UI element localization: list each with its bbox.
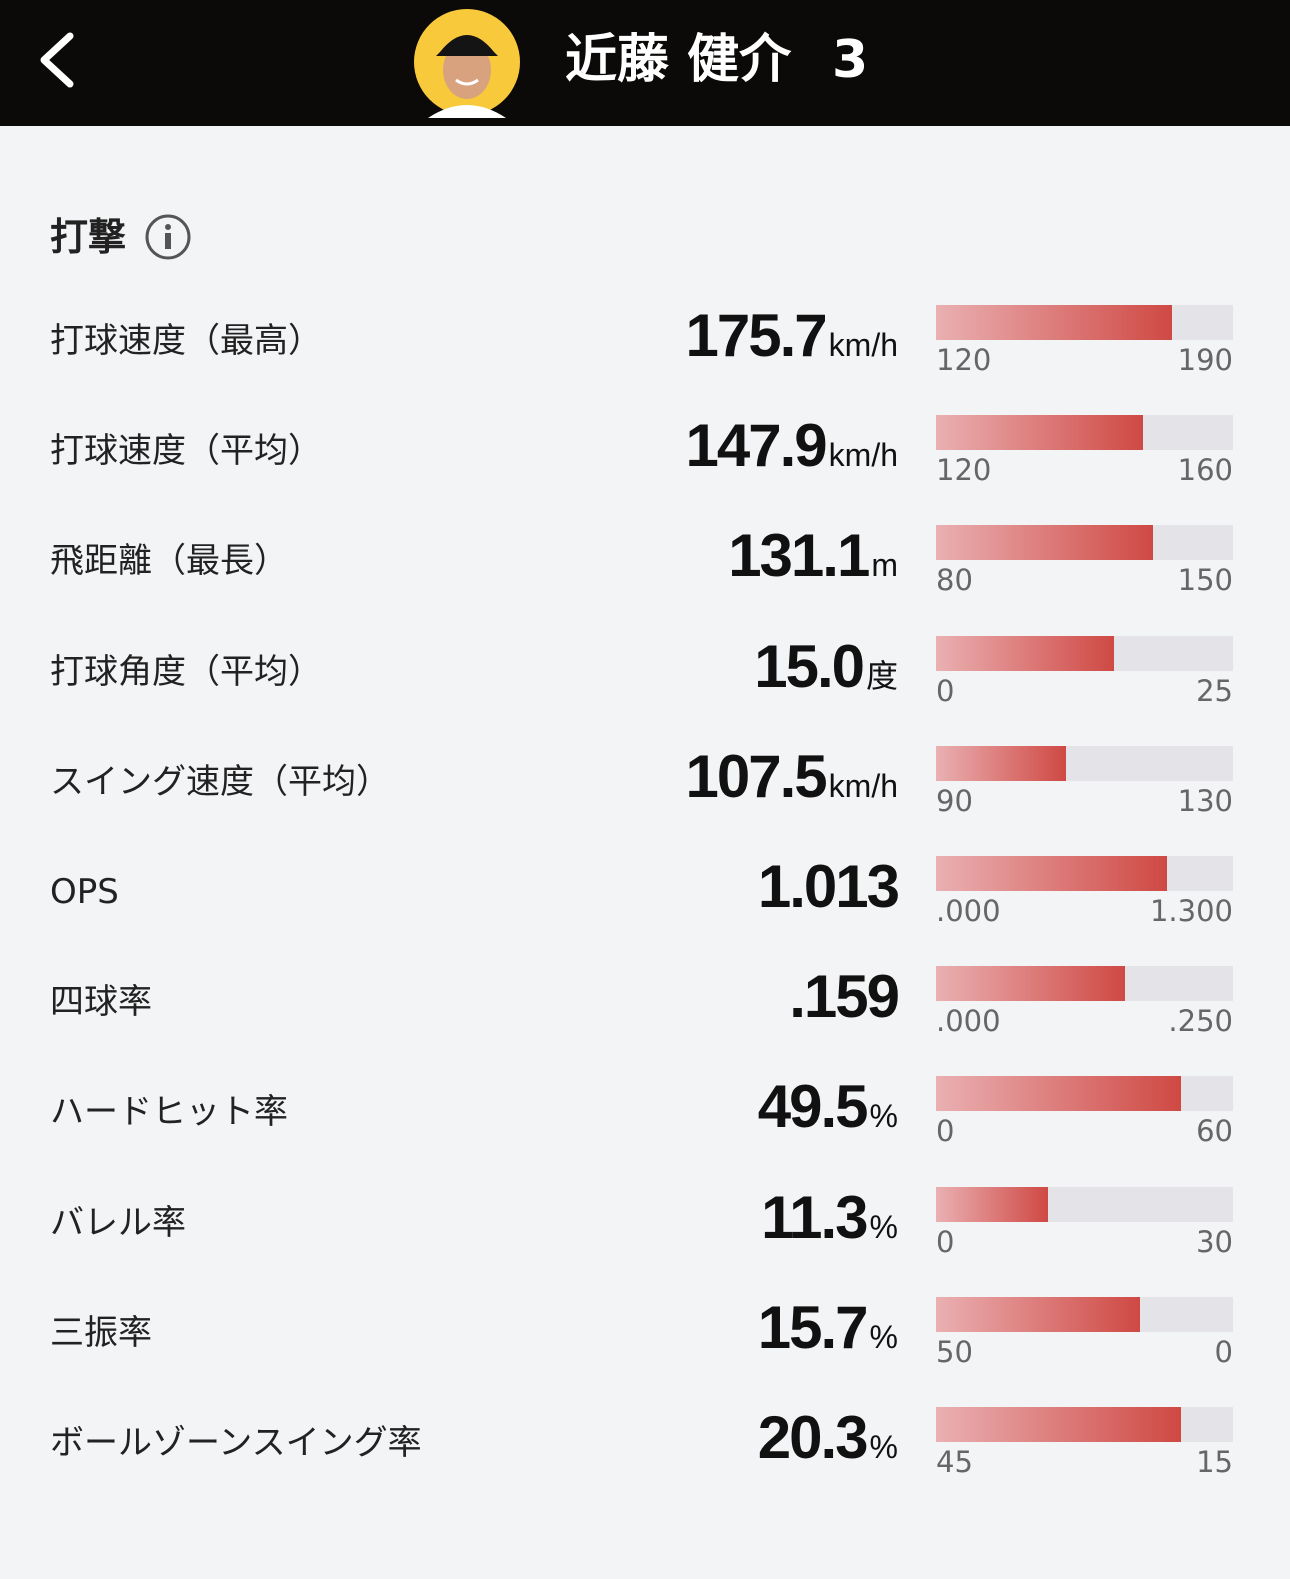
scale-max: 25 — [1196, 673, 1233, 708]
scale-min: 0 — [936, 1114, 955, 1149]
stat-label: 打球速度（平均） — [50, 431, 322, 472]
value-unit: km/h — [828, 327, 898, 363]
stat-value: 49.5% — [758, 1072, 898, 1158]
value-unit: % — [869, 1429, 898, 1465]
value-unit: % — [869, 1318, 898, 1355]
bar-track — [936, 1407, 1233, 1442]
stat-value: 131.1m — [728, 521, 898, 607]
scale-min: 45 — [936, 1445, 973, 1479]
player-name: 近藤 健介 — [565, 30, 792, 90]
scale-min: 120 — [936, 453, 992, 488]
value-number: 20.3 — [757, 1404, 869, 1471]
value-unit: % — [869, 1098, 898, 1135]
stat-label: スイング速度（平均） — [50, 761, 390, 802]
bar-track — [936, 966, 1233, 1002]
stat-value: 107.5km/h — [686, 742, 899, 828]
scale-min: 80 — [936, 563, 973, 598]
stat-label: 飛距離（最長） — [50, 541, 288, 582]
stat-value: 147.9km/h — [686, 411, 899, 497]
scale-max: 190 — [1177, 343, 1233, 377]
scale-max: 130 — [1177, 783, 1233, 818]
bar-track — [936, 1186, 1233, 1222]
scale-min: .000 — [936, 894, 1001, 928]
scale-min: 90 — [936, 783, 973, 818]
scale-min: 120 — [936, 343, 992, 377]
value-unit: km/h — [828, 437, 898, 474]
stat-label: 打球速度（最高） — [50, 321, 322, 361]
bar-fill — [936, 635, 1115, 671]
scale-max: 0 — [1214, 1334, 1233, 1369]
value-unit: % — [869, 1208, 898, 1245]
value-number: 131.1 — [728, 522, 870, 590]
bar-fill — [936, 305, 1173, 340]
scale-max: 1.300 — [1149, 894, 1233, 928]
header-bar: 近藤 健介 3 — [0, 0, 1290, 126]
value-number: 49.5 — [757, 1073, 869, 1141]
stat-value: 11.3% — [761, 1183, 898, 1269]
scale-min: .000 — [936, 1004, 1001, 1039]
scale-max: 60 — [1196, 1114, 1233, 1149]
stat-value: 1.013 — [757, 852, 900, 938]
stat-label: 三振率 — [50, 1312, 152, 1353]
scale-max: 15 — [1196, 1445, 1233, 1479]
value-number: 15.7 — [757, 1293, 869, 1361]
stat-value: 20.3% — [758, 1403, 898, 1489]
value-number: 107.5 — [685, 742, 828, 810]
value-number: 175.7 — [685, 302, 828, 369]
stat-value: 15.7% — [758, 1293, 898, 1379]
bar-track — [936, 305, 1233, 340]
bar-track — [936, 415, 1233, 451]
bar-fill — [936, 745, 1066, 781]
header-graphics — [40, 9, 520, 118]
scale-min: 0 — [936, 1224, 955, 1259]
bar-fill — [936, 966, 1125, 1002]
bar-track — [936, 745, 1233, 781]
scale-min: 50 — [936, 1334, 973, 1369]
value-unit: km/h — [828, 767, 898, 804]
bar-fill — [936, 1186, 1048, 1222]
bar-fill — [936, 1296, 1140, 1332]
value-number: 15.0 — [754, 632, 865, 700]
bar-track — [936, 1076, 1233, 1112]
avatar — [414, 9, 520, 118]
bar-track — [936, 635, 1233, 671]
scale-max: 150 — [1177, 563, 1233, 598]
bar-track — [936, 856, 1233, 891]
bar-track — [936, 525, 1233, 561]
bar-fill — [936, 1076, 1182, 1112]
info-icon[interactable] — [144, 213, 192, 261]
scale-min: 0 — [936, 673, 955, 708]
player-number: 3 — [832, 30, 869, 90]
bar-fill — [936, 1407, 1181, 1442]
stat-label: 四球率 — [50, 982, 152, 1023]
scale-max: .250 — [1168, 1004, 1233, 1039]
value-number: .159 — [789, 963, 900, 1031]
value-number: 11.3 — [761, 1183, 868, 1251]
scale-max: 160 — [1177, 453, 1233, 488]
stat-label: ハードヒット率 — [50, 1092, 288, 1133]
section-title: 打撃 — [50, 215, 127, 259]
stat-value: 175.7km/h — [686, 301, 899, 387]
stat-label: OPS — [50, 872, 119, 912]
value-number: 147.9 — [685, 412, 828, 480]
stat-value: .159 — [789, 962, 900, 1048]
bar-fill — [936, 415, 1144, 451]
stat-label: 打球角度（平均） — [50, 651, 322, 692]
back-button[interactable] — [40, 32, 74, 88]
stat-value: 15.0度 — [754, 632, 898, 718]
bar-fill — [936, 525, 1153, 561]
bar-fill — [936, 856, 1168, 891]
value-unit: 度 — [865, 657, 898, 694]
bar-track — [936, 1296, 1233, 1332]
scale-max: 30 — [1196, 1224, 1233, 1259]
stat-label: バレル率 — [50, 1202, 186, 1243]
stat-label: ボールゾーンスイング率 — [50, 1423, 422, 1463]
value-unit: m — [871, 547, 898, 584]
value-number: 1.013 — [757, 853, 900, 920]
